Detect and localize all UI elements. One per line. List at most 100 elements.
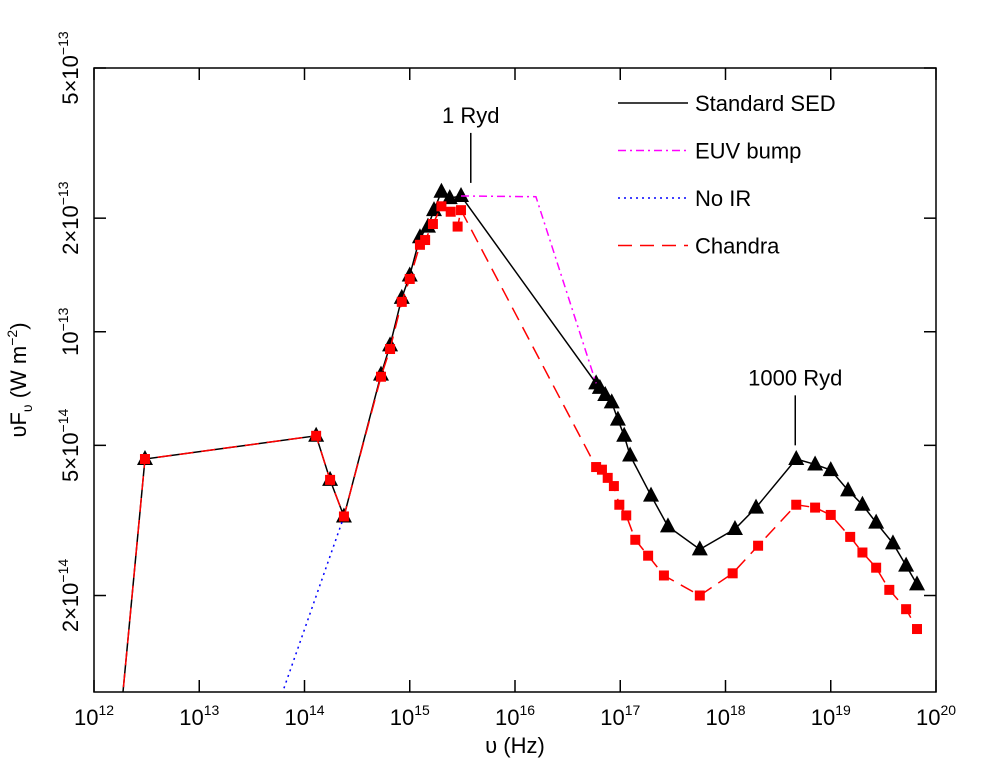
square-marker bbox=[621, 510, 632, 521]
y-tick-label: 5×10−13 bbox=[55, 31, 83, 105]
triangle-marker bbox=[807, 455, 824, 471]
y-axis-label-unit: (W m bbox=[6, 346, 31, 405]
x-tick-label-base: 10 bbox=[390, 705, 414, 730]
x-tick-label-exp: 13 bbox=[204, 702, 220, 718]
square-marker bbox=[591, 462, 602, 473]
x-tick-label: 1020 bbox=[916, 702, 956, 730]
x-tick-label-base: 10 bbox=[916, 705, 940, 730]
triangle-marker bbox=[453, 186, 470, 202]
square-marker bbox=[139, 454, 150, 465]
square-marker bbox=[614, 499, 625, 510]
triangle-marker bbox=[898, 556, 915, 572]
y-axis-label-sub: υ bbox=[19, 404, 35, 412]
square-marker bbox=[602, 472, 613, 483]
square-marker bbox=[311, 430, 322, 441]
square-marker bbox=[857, 547, 868, 558]
y-tick-label-base: 10 bbox=[58, 331, 83, 355]
x-tick-label-exp: 19 bbox=[835, 702, 851, 718]
square-marker bbox=[608, 481, 619, 492]
triangle-marker bbox=[659, 517, 676, 533]
square-marker bbox=[727, 568, 738, 579]
square-marker bbox=[452, 221, 463, 232]
square-marker bbox=[791, 499, 802, 510]
y-tick-label-base: 2×10 bbox=[58, 583, 83, 633]
triangle-marker bbox=[748, 498, 765, 514]
square-marker bbox=[884, 584, 895, 595]
square-marker bbox=[420, 235, 431, 246]
square-marker bbox=[658, 570, 669, 581]
square-marker bbox=[901, 604, 912, 615]
triangle-marker bbox=[609, 410, 626, 426]
series-line bbox=[122, 190, 918, 692]
x-tick-label-base: 10 bbox=[495, 705, 519, 730]
y-axis-label-sup: −2 bbox=[4, 330, 20, 346]
x-tick-label-base: 10 bbox=[600, 705, 624, 730]
y-tick-label-base: 2×10 bbox=[58, 205, 83, 255]
square-marker bbox=[810, 502, 821, 513]
y-axis-label-close: ) bbox=[6, 322, 31, 329]
square-marker bbox=[845, 531, 856, 542]
y-axis-label-main: υF bbox=[6, 412, 31, 437]
x-tick-label: 1012 bbox=[74, 702, 114, 730]
triangle-marker bbox=[113, 700, 129, 715]
square-marker bbox=[630, 534, 641, 545]
square-marker bbox=[116, 704, 126, 714]
x-axis-label: υ (Hz) bbox=[485, 733, 545, 758]
square-marker bbox=[385, 344, 396, 355]
x-tick-label-exp: 12 bbox=[98, 702, 114, 718]
x-axis-label-unit: (Hz) bbox=[497, 733, 545, 758]
square-marker bbox=[825, 509, 836, 520]
x-axis-label-main: υ bbox=[485, 733, 497, 758]
x-tick-label: 1015 bbox=[390, 702, 430, 730]
square-marker bbox=[427, 219, 438, 230]
y-tick-label: 10−13 bbox=[55, 307, 83, 355]
triangle-marker bbox=[909, 575, 926, 591]
plot-area bbox=[113, 182, 926, 715]
square-marker bbox=[414, 239, 425, 250]
square-marker bbox=[436, 201, 447, 212]
series-line bbox=[461, 195, 597, 384]
y-tick-label: 2×10−13 bbox=[55, 181, 83, 255]
x-tick-label-base: 10 bbox=[179, 705, 203, 730]
triangle-marker bbox=[726, 520, 743, 536]
y-axis-label: υFυ (W m−2) bbox=[4, 322, 35, 437]
x-tick-label: 1013 bbox=[179, 702, 219, 730]
x-tick-label-exp: 20 bbox=[940, 702, 956, 718]
square-marker bbox=[445, 206, 456, 217]
x-tick-label-exp: 18 bbox=[730, 702, 746, 718]
square-marker bbox=[596, 464, 607, 475]
y-tick-label: 5×10−14 bbox=[55, 408, 83, 482]
square-marker bbox=[396, 296, 407, 307]
legend-label: Standard SED bbox=[695, 91, 836, 116]
square-marker bbox=[643, 550, 654, 561]
annotation-label: 1 Ryd bbox=[442, 103, 499, 128]
y-tick-label-exp: −14 bbox=[55, 559, 71, 583]
x-tick-label-base: 10 bbox=[284, 705, 308, 730]
square-marker bbox=[694, 590, 705, 601]
triangle-marker bbox=[884, 534, 901, 550]
series-line bbox=[281, 516, 345, 692]
triangle-marker bbox=[597, 385, 614, 401]
triangle-marker bbox=[840, 481, 857, 497]
x-tick-label-exp: 15 bbox=[414, 702, 430, 718]
annotation-label: 1000 Ryd bbox=[748, 365, 842, 390]
x-tick-label-exp: 17 bbox=[625, 702, 641, 718]
x-tick-label: 1019 bbox=[811, 702, 851, 730]
y-tick-label-exp: −13 bbox=[55, 31, 71, 55]
triangle-marker bbox=[622, 446, 639, 462]
triangle-marker bbox=[603, 393, 620, 409]
y-tick-label-exp: −13 bbox=[55, 181, 71, 205]
legend-label: Chandra bbox=[695, 234, 780, 259]
x-tick-label: 1016 bbox=[495, 702, 535, 730]
y-tick-label-exp: −13 bbox=[55, 307, 71, 331]
x-tick-label-exp: 14 bbox=[309, 702, 325, 718]
legend-label: No IR bbox=[695, 186, 751, 211]
triangle-marker bbox=[822, 461, 839, 477]
x-tick-label: 1017 bbox=[600, 702, 640, 730]
triangle-marker bbox=[441, 189, 458, 205]
square-marker bbox=[753, 540, 764, 551]
y-tick-label-base: 5×10 bbox=[58, 432, 83, 482]
y-tick-label-base: 5×10 bbox=[58, 55, 83, 105]
square-marker bbox=[375, 371, 386, 382]
